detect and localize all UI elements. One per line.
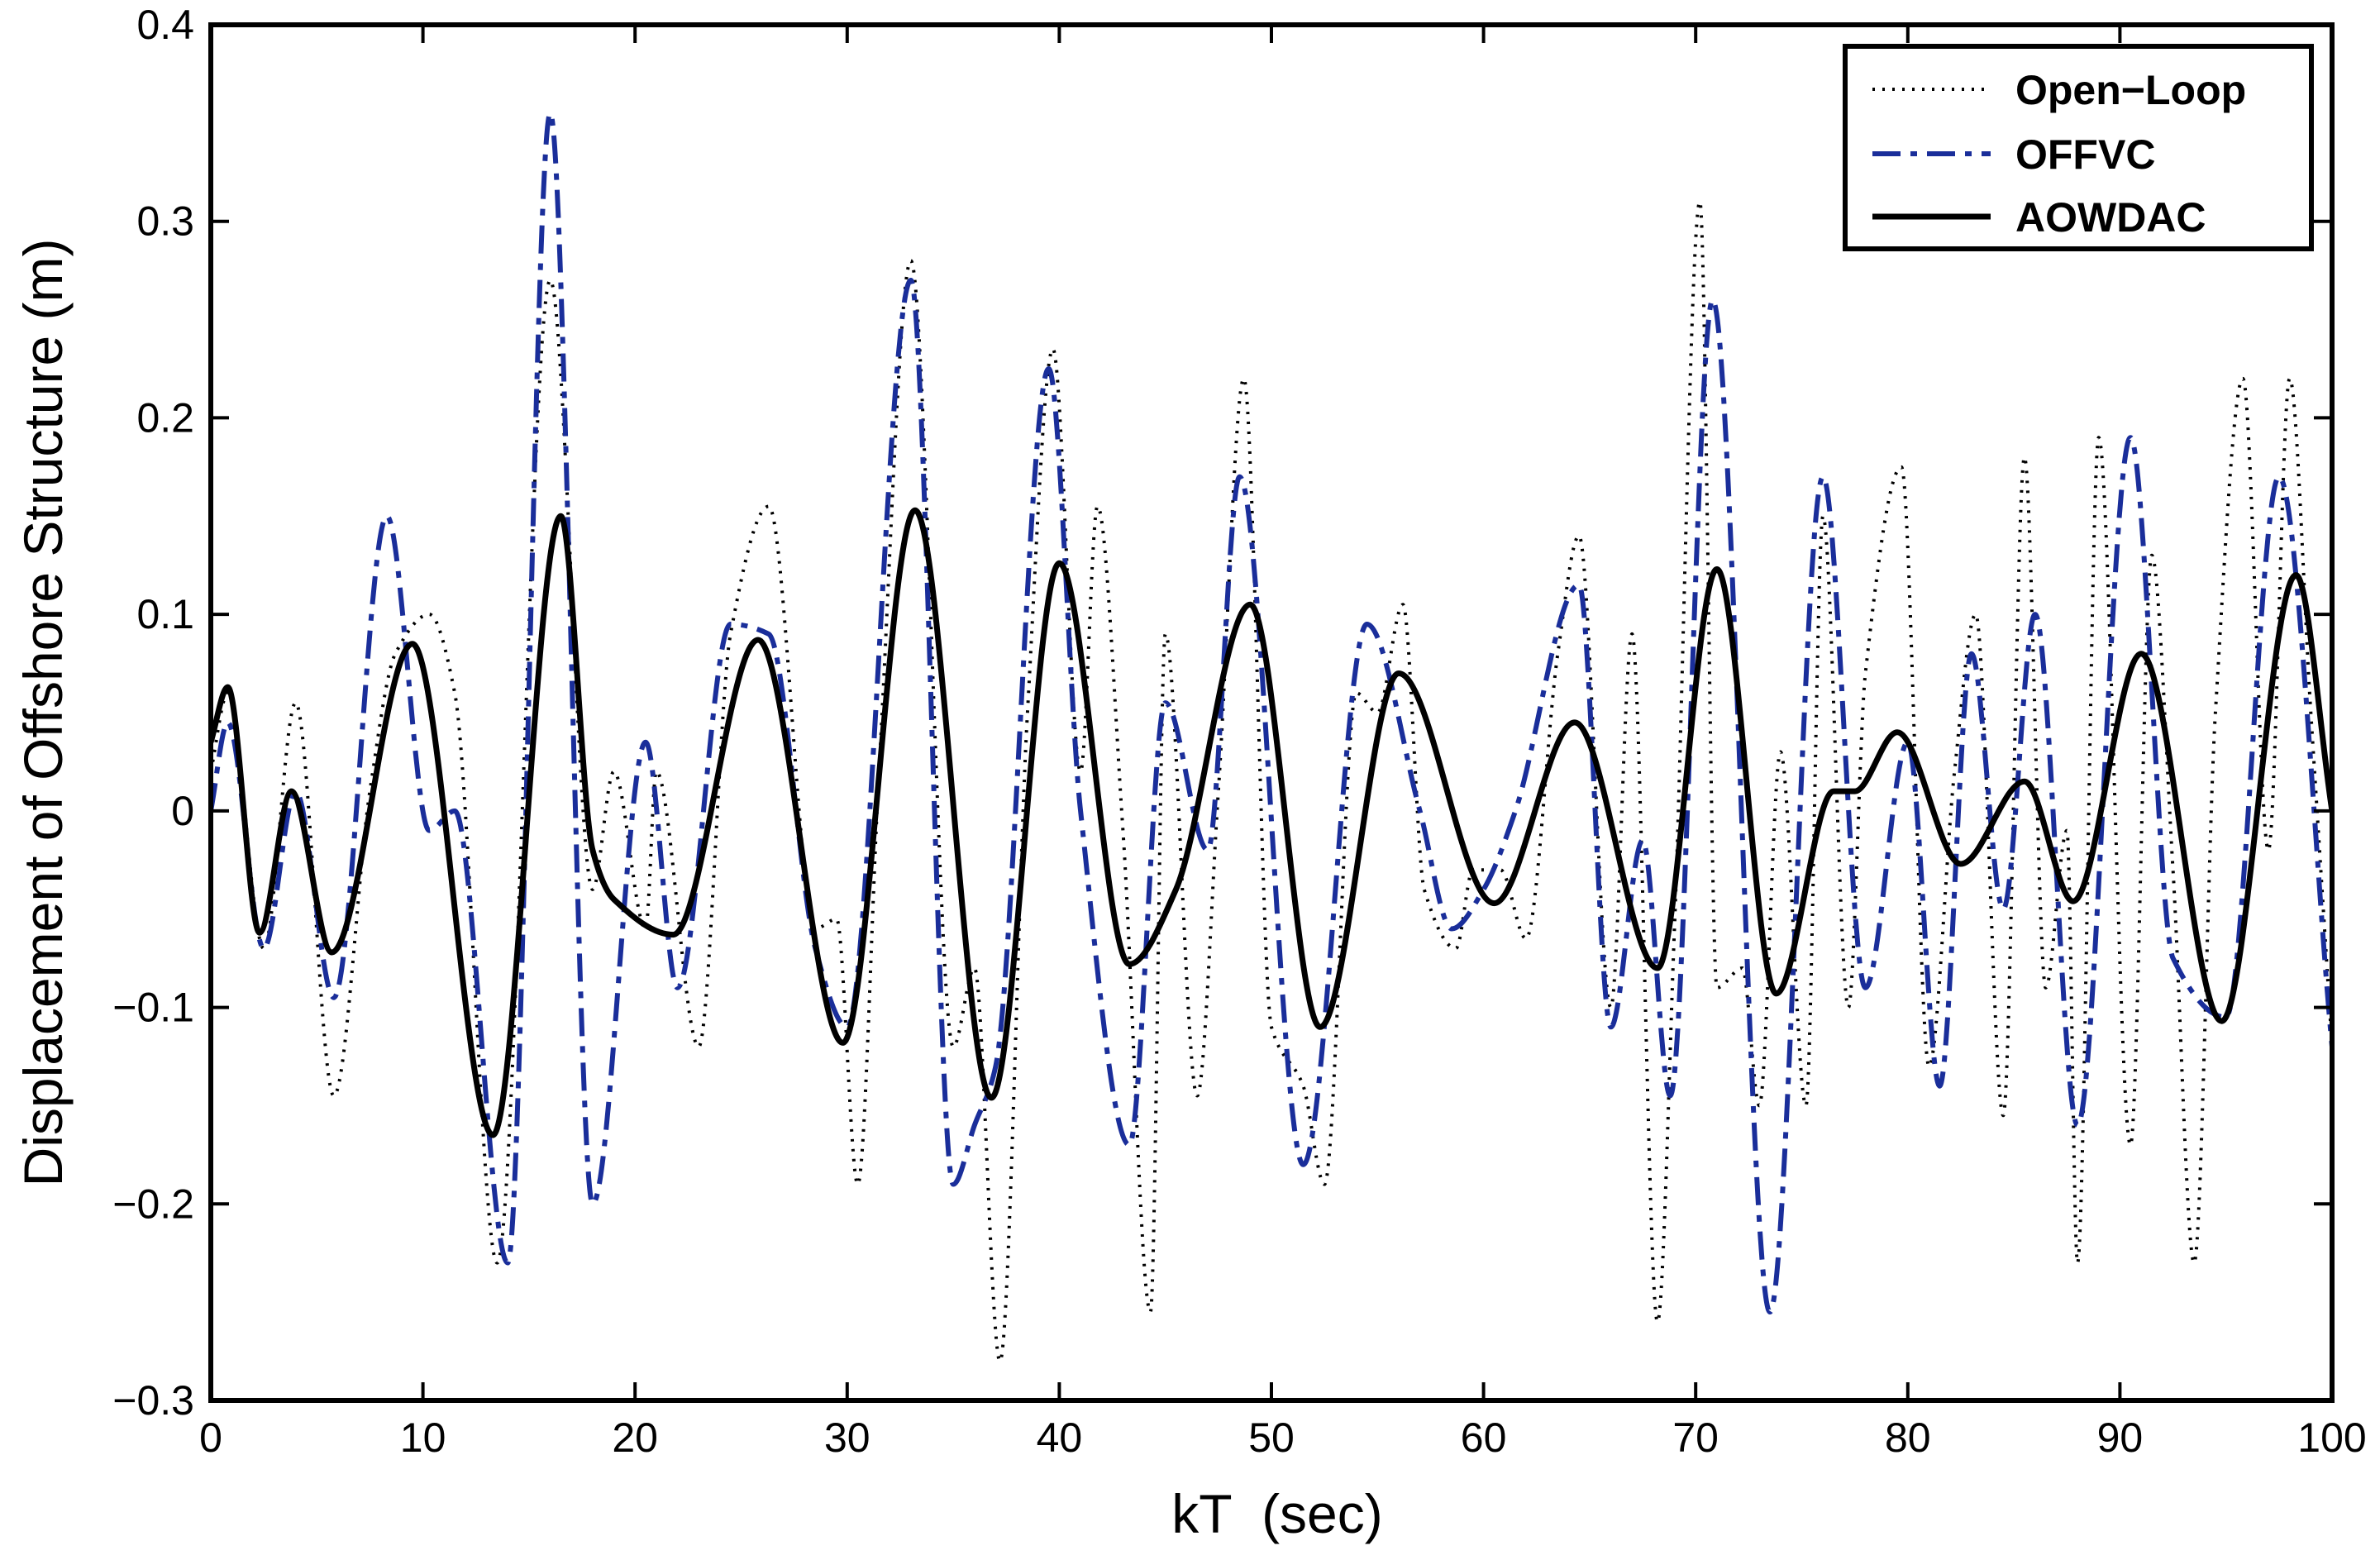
y-tick-label: 0.2	[136, 394, 194, 441]
y-tick-label: 0.3	[136, 198, 194, 245]
x-tick-label: 100	[2297, 1414, 2366, 1461]
x-axis-label: kT (sec)	[1171, 1483, 1382, 1544]
series-line-offvc	[211, 111, 2332, 1314]
x-tick-label: 10	[400, 1414, 446, 1461]
y-tick-label: −0.2	[112, 1181, 194, 1227]
x-tick-label: 70	[1672, 1414, 1719, 1461]
y-tick-label: 0	[171, 788, 194, 834]
x-tick-label: 50	[1248, 1414, 1295, 1461]
legend-label-open-loop: Open−Loop	[2015, 67, 2246, 113]
y-axis-label: Displacement of Offshore Structure (m)	[12, 239, 74, 1187]
legend: Open−Loop OFFVC AOWDAC	[1843, 44, 2314, 251]
legend-label-offvc: OFFVC	[2015, 131, 2155, 178]
y-tick-label: −0.3	[112, 1377, 194, 1424]
series-layer	[211, 111, 2332, 1363]
x-tick-label: 60	[1461, 1414, 1507, 1461]
ticks-layer	[209, 23, 2334, 1402]
x-tick-label: 40	[1037, 1414, 1083, 1461]
legend-label-aowdac: AOWDAC	[2015, 194, 2206, 241]
y-tick-label: 0.1	[136, 591, 194, 637]
series-line-aowdac	[211, 507, 2332, 1138]
y-tick-label: 0.4	[136, 2, 194, 48]
x-tick-label: 80	[1885, 1414, 1931, 1461]
x-tick-label: 0	[199, 1414, 222, 1461]
y-tick-label: −0.1	[112, 985, 194, 1031]
x-tick-label: 30	[824, 1414, 870, 1461]
tick-labels-layer: 0 10 20 30 40 50 60 70 80 90 100 −0.3 −0.2 −0.1 0 0.1 0.…	[112, 2, 2366, 1461]
x-tick-label: 90	[2097, 1414, 2144, 1461]
x-tick-label: 20	[612, 1414, 658, 1461]
